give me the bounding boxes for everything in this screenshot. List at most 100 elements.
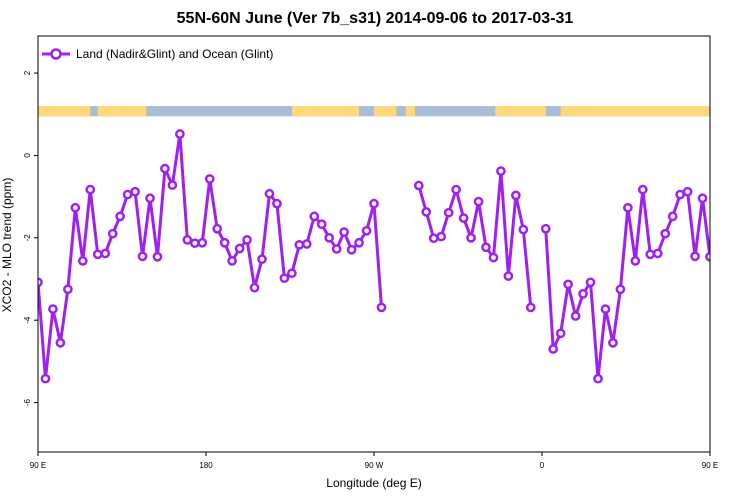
x-tick-label: 90 E <box>702 461 718 470</box>
data-point <box>600 304 611 314</box>
data-point <box>488 252 499 263</box>
data-point <box>697 193 708 204</box>
data-point <box>152 251 163 262</box>
data-point <box>316 219 327 230</box>
data-point <box>249 282 260 293</box>
data-point <box>458 213 469 223</box>
data-point <box>331 244 342 254</box>
data-point <box>593 373 603 384</box>
data-point <box>473 196 484 207</box>
data-point <box>182 235 193 245</box>
x-axis-label: Longitude (deg E) <box>326 476 422 490</box>
data-point <box>175 129 185 139</box>
data-point <box>667 211 678 222</box>
data-point <box>548 344 559 354</box>
land-band <box>38 106 91 117</box>
data-point <box>145 193 155 204</box>
chart-title: 55N-60N June (Ver 7b_s31) 2014-09-06 to … <box>176 10 574 27</box>
y-tick-label: -6 <box>23 398 32 406</box>
data-point <box>77 256 88 266</box>
data-point <box>503 271 514 281</box>
data-point <box>436 231 447 242</box>
data-point <box>107 228 118 239</box>
data-point <box>257 254 267 265</box>
data-point <box>301 239 312 249</box>
data-point <box>690 251 700 262</box>
plot-frame <box>37 35 711 453</box>
data-point <box>48 304 58 314</box>
data-point <box>115 211 125 222</box>
data-point <box>496 166 506 176</box>
data-point <box>645 249 656 260</box>
data-point <box>40 373 51 384</box>
data-point <box>92 249 103 260</box>
data-point <box>451 184 461 195</box>
data-point <box>234 243 245 254</box>
y-axis: 2 0 -2 -4 -6 <box>23 70 38 406</box>
data-point <box>264 188 275 199</box>
data-point <box>85 184 96 195</box>
data-point <box>413 180 424 191</box>
data-point <box>675 189 685 200</box>
data-point <box>339 227 349 237</box>
data-point <box>204 174 215 184</box>
y-tick-label: 0 <box>23 153 32 158</box>
data-point <box>518 224 529 235</box>
land-band <box>495 106 546 117</box>
y-tick-label: 2 <box>23 70 32 75</box>
data-point <box>122 189 133 200</box>
y-axis-label: XCO2 - MLO trend (ppm) <box>0 177 14 313</box>
data-point <box>660 228 671 239</box>
data-point <box>354 237 364 248</box>
series-line <box>38 132 383 381</box>
x-axis: 90 E 180 90 W 0 90 E <box>30 452 718 470</box>
data-point <box>682 186 693 197</box>
data-point <box>361 225 372 236</box>
data-point <box>242 235 252 245</box>
data-point <box>55 338 66 348</box>
data-point <box>212 223 223 234</box>
data-point <box>428 233 439 244</box>
data-point <box>637 184 648 195</box>
data-point <box>160 163 170 174</box>
data-point <box>652 248 663 259</box>
data-point <box>167 180 178 190</box>
y-tick-label: -4 <box>23 316 32 324</box>
data-point <box>570 311 581 321</box>
data-point <box>137 251 148 262</box>
data-point <box>466 232 476 243</box>
data-point <box>63 284 73 295</box>
legend-label: Land (Nadir&Glint) and Ocean (Glint) <box>76 47 273 61</box>
data-point <box>623 202 633 213</box>
land-band <box>374 106 397 117</box>
x-tick-label: 0 <box>540 461 545 470</box>
data-point <box>585 277 596 288</box>
legend-marker <box>50 48 62 60</box>
data-point <box>578 288 588 299</box>
series-layer <box>38 129 710 384</box>
data-point <box>615 284 626 295</box>
data-point <box>309 211 320 222</box>
data-point <box>130 186 140 197</box>
data-point <box>525 302 536 313</box>
data-point <box>421 207 432 217</box>
data-point <box>346 244 357 255</box>
y-tick-label: -2 <box>23 234 32 242</box>
data-point <box>555 328 566 339</box>
x-tick-label: 90 E <box>30 461 46 470</box>
data-point <box>279 273 290 284</box>
data-point <box>511 190 521 201</box>
data-point <box>189 238 200 249</box>
data-point <box>369 198 379 209</box>
x-tick-label: 180 <box>199 461 213 470</box>
data-point <box>540 223 551 234</box>
data-point <box>630 256 641 266</box>
land-band <box>560 106 710 117</box>
data-point <box>287 268 297 279</box>
data-point <box>608 338 618 348</box>
legend: Land (Nadir&Glint) and Ocean (Glint) <box>42 47 273 61</box>
x-tick-label: 90 W <box>365 461 384 470</box>
data-point <box>294 239 305 250</box>
data-point <box>219 237 230 248</box>
